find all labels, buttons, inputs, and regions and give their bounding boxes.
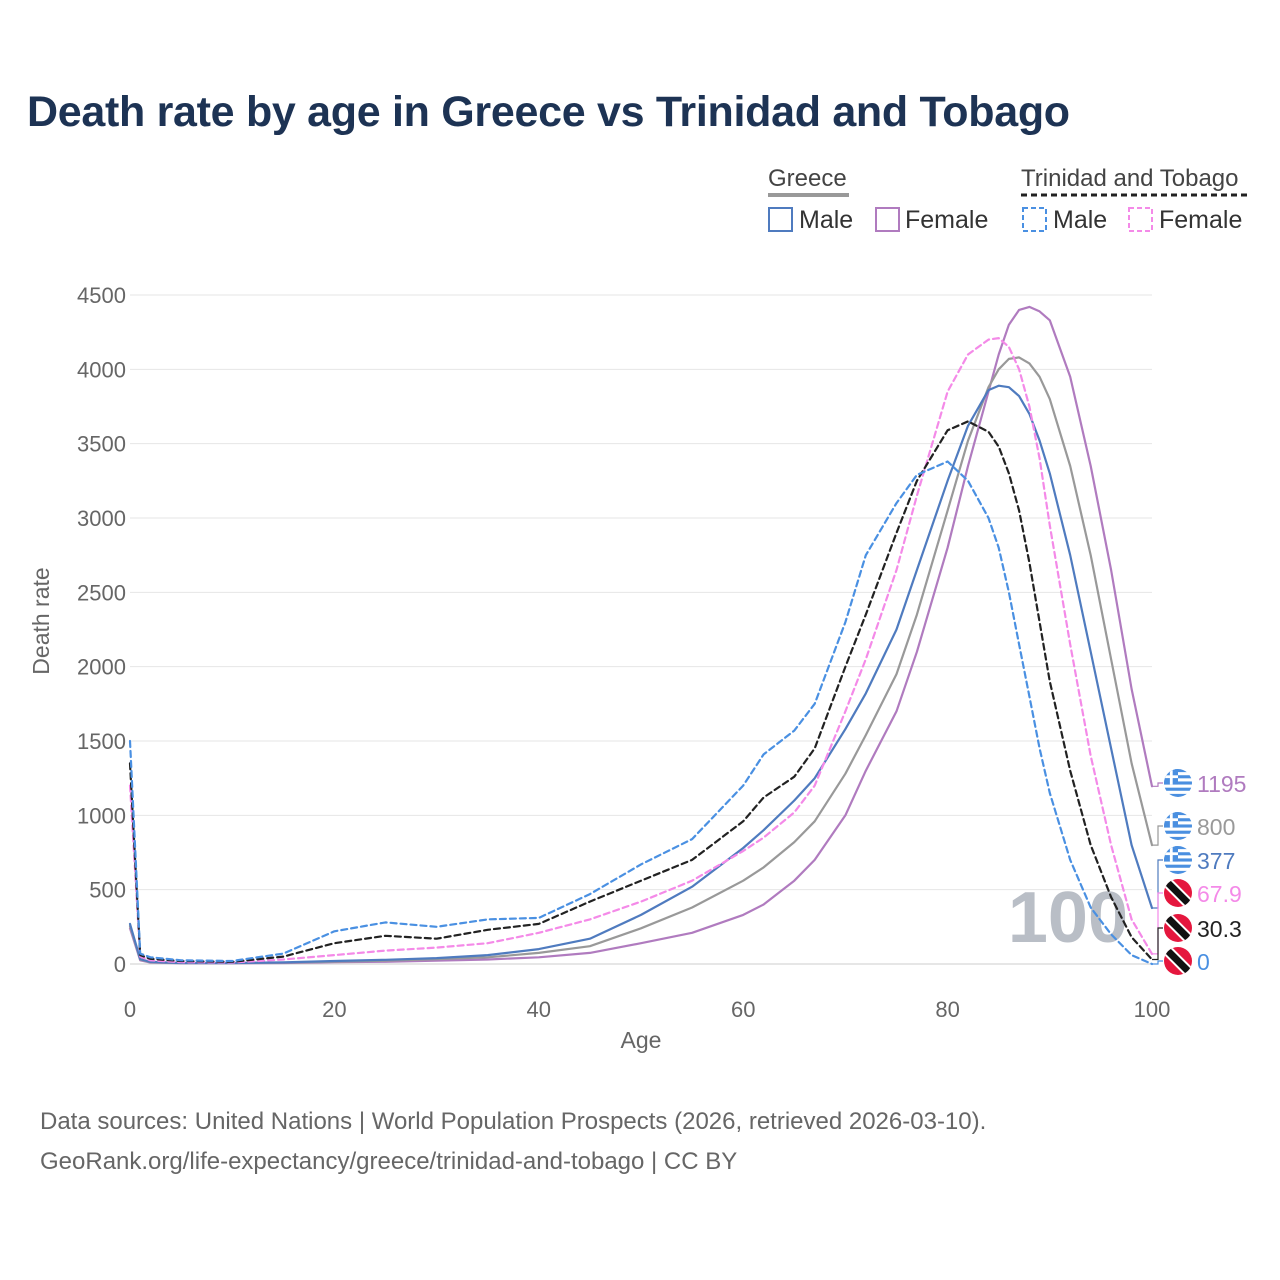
end-label-connector <box>1152 825 1163 846</box>
legend-item-greece-female[interactable]: Female <box>905 206 988 234</box>
greece-flag-icon <box>1164 769 1192 797</box>
legend-group-trinidad[interactable]: Trinidad and Tobago Male Female <box>1021 165 1249 234</box>
trinidad-flag-icon <box>1164 879 1192 907</box>
end-label-value: 67.9 <box>1197 881 1242 907</box>
end-labels: 1195 800 377 67.9 30.3 0 <box>1152 769 1246 975</box>
series-line-tt-male[interactable] <box>128 460 1154 966</box>
legend-swatch-tt-female <box>1128 207 1153 232</box>
y-tick-label: 2000 <box>77 655 126 680</box>
end-label-value: 1195 <box>1197 771 1246 797</box>
x-tick-label: 80 <box>935 997 959 1022</box>
grid <box>130 294 1152 965</box>
end-label-connector <box>1152 927 1163 961</box>
y-tick-label: 3000 <box>77 506 126 531</box>
chart-title: Death rate by age in Greece vs Trinidad … <box>27 88 1070 136</box>
end-label-connector <box>1152 960 1163 965</box>
series-line-tt-female[interactable] <box>128 337 1154 964</box>
y-tick-label: 500 <box>89 878 126 903</box>
series-line-tt-total[interactable] <box>128 420 1154 963</box>
end-label-connector <box>1152 782 1163 787</box>
axis-ticks: 0 500 1000 1500 2000 2500 3000 3500 4000 4500 0 20 4… <box>77 283 1170 1022</box>
series-line-greece-male[interactable] <box>128 384 1154 965</box>
series <box>128 305 1154 966</box>
y-tick-label: 1500 <box>77 729 126 754</box>
y-tick-label: 1000 <box>77 803 126 828</box>
trinidad-flag-icon <box>1164 914 1192 942</box>
y-axis-title: Death rate <box>28 567 54 674</box>
end-label-value: 800 <box>1197 814 1235 840</box>
legend-item-greece-male[interactable]: Male <box>799 206 853 234</box>
x-tick-label: 100 <box>1134 997 1171 1022</box>
y-tick-label: 3500 <box>77 432 126 457</box>
y-tick-label: 2500 <box>77 580 126 605</box>
source-line-2[interactable]: GeoRank.org/life-expectancy/greece/trini… <box>40 1148 738 1175</box>
x-axis-title: Age <box>621 1027 662 1053</box>
end-label-value: 0 <box>1197 949 1210 975</box>
y-tick-label: 4000 <box>77 357 126 382</box>
legend: Greece Male Female Trinidad and Tobago M… <box>768 165 1249 234</box>
legend-group-label: Greece <box>768 165 847 192</box>
x-tick-label: 20 <box>322 997 346 1022</box>
x-tick-label: 40 <box>527 997 551 1022</box>
series-line-greece-total[interactable] <box>128 356 1154 965</box>
source-line-1: Data sources: United Nations | World Pop… <box>40 1108 987 1135</box>
greece-flag-icon <box>1164 812 1192 840</box>
legend-swatch-greece-female <box>875 207 900 232</box>
y-tick-label: 0 <box>114 952 126 977</box>
x-tick-label: 60 <box>731 997 755 1022</box>
y-tick-label: 4500 <box>77 283 126 308</box>
legend-group-label: Trinidad and Tobago <box>1021 165 1239 192</box>
end-label-connector <box>1152 892 1163 955</box>
year-watermark: 100 <box>1008 878 1128 958</box>
x-tick-label: 0 <box>124 997 136 1022</box>
end-label-value: 30.3 <box>1197 916 1242 942</box>
trinidad-flag-icon <box>1164 947 1192 975</box>
legend-swatch-tt-male <box>1022 207 1047 232</box>
end-label-value: 377 <box>1197 848 1235 874</box>
legend-item-tt-female[interactable]: Female <box>1159 206 1242 234</box>
legend-group-greece[interactable]: Greece Male Female <box>768 165 988 234</box>
end-label-connector <box>1152 859 1163 909</box>
legend-swatch-greece-male <box>768 207 793 232</box>
greece-flag-icon <box>1164 846 1192 874</box>
legend-item-tt-male[interactable]: Male <box>1053 206 1107 234</box>
